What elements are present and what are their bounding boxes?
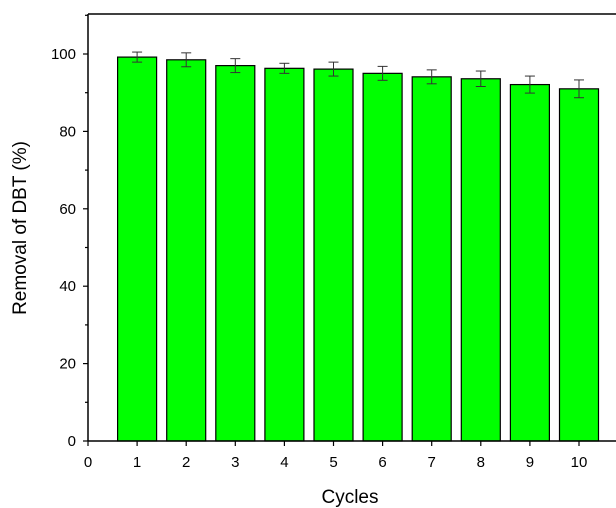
y-ticks-group: 0 20 40 60 80 100 <box>51 14 88 450</box>
x-tick-label: 2 <box>182 454 190 471</box>
bar <box>362 72 403 442</box>
bar <box>116 56 158 442</box>
y-tick-label: 40 <box>59 278 76 295</box>
bar <box>166 59 207 442</box>
y-tick-label: 80 <box>59 123 76 140</box>
bar <box>215 65 256 442</box>
x-tick-label: 7 <box>428 454 436 471</box>
x-tick-label: 9 <box>526 454 534 471</box>
x-tick-label: 8 <box>477 454 485 471</box>
x-tick-label: 4 <box>280 454 288 471</box>
x-tick-label: 5 <box>329 454 337 471</box>
y-tick-label: 60 <box>59 201 76 218</box>
y-tick-label: 100 <box>51 46 76 63</box>
bar <box>460 78 501 442</box>
x-ticks-group: 0 1 2 3 4 5 6 7 8 9 10 <box>84 441 588 471</box>
error-bars-group <box>132 51 584 99</box>
x-tick-label: 10 <box>571 454 588 471</box>
x-tick-label: 3 <box>231 454 239 471</box>
y-tick-label: 20 <box>59 356 76 373</box>
bar <box>411 76 452 442</box>
bar <box>313 68 354 442</box>
axes-group <box>87 13 616 442</box>
x-axis-title: Cycles <box>321 487 378 508</box>
y-tick-label: 0 <box>68 433 76 450</box>
y-axis-title: Removal of DBT (%) <box>10 141 31 315</box>
x-tick-label: 1 <box>133 454 141 471</box>
bar <box>558 88 600 442</box>
x-tick-label: 6 <box>378 454 386 471</box>
bar <box>509 83 550 442</box>
bars-group <box>116 56 600 442</box>
bar <box>264 67 305 442</box>
x-tick-label: 0 <box>84 454 92 471</box>
